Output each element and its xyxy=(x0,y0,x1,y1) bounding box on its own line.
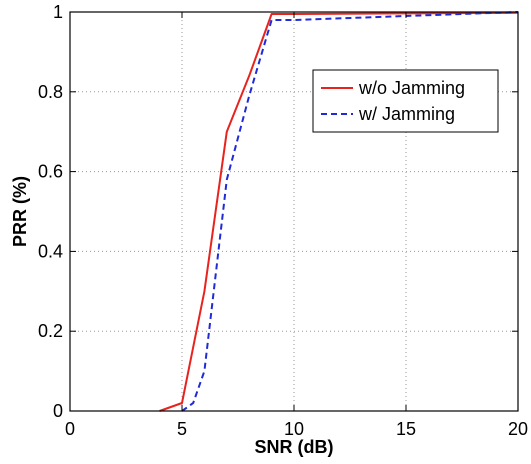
y-tick-label-4: 0.8 xyxy=(38,82,63,102)
y-tick-label-5: 1 xyxy=(53,2,63,22)
x-tick-label-0: 0 xyxy=(65,419,75,439)
x-tick-label-3: 15 xyxy=(396,419,416,439)
axis-ticks: 0 5 10 15 20 0 0.2 0.4 0.6 0.8 1 xyxy=(38,2,528,439)
x-tick-label-4: 20 xyxy=(508,419,528,439)
series-line-0 xyxy=(159,11,519,412)
legend-box xyxy=(312,69,499,133)
x-axis-title: SNR (dB) xyxy=(255,437,334,457)
grid xyxy=(70,12,518,411)
legend: w/o Jamming w/ Jamming xyxy=(312,69,499,133)
legend-label-0: w/o Jamming xyxy=(358,78,465,98)
y-axis-title: PRR (%) xyxy=(10,176,30,247)
y-tick-label-0: 0 xyxy=(53,401,63,421)
y-tick-label-1: 0.2 xyxy=(38,321,63,341)
series-line-1 xyxy=(181,11,519,412)
x-tick-label-1: 5 xyxy=(177,419,187,439)
y-tick-label-3: 0.6 xyxy=(38,162,63,182)
legend-label-1: w/ Jamming xyxy=(358,104,455,124)
plot-series xyxy=(159,11,519,412)
y-tick-label-2: 0.4 xyxy=(38,241,63,261)
x-tick-label-2: 10 xyxy=(284,419,304,439)
